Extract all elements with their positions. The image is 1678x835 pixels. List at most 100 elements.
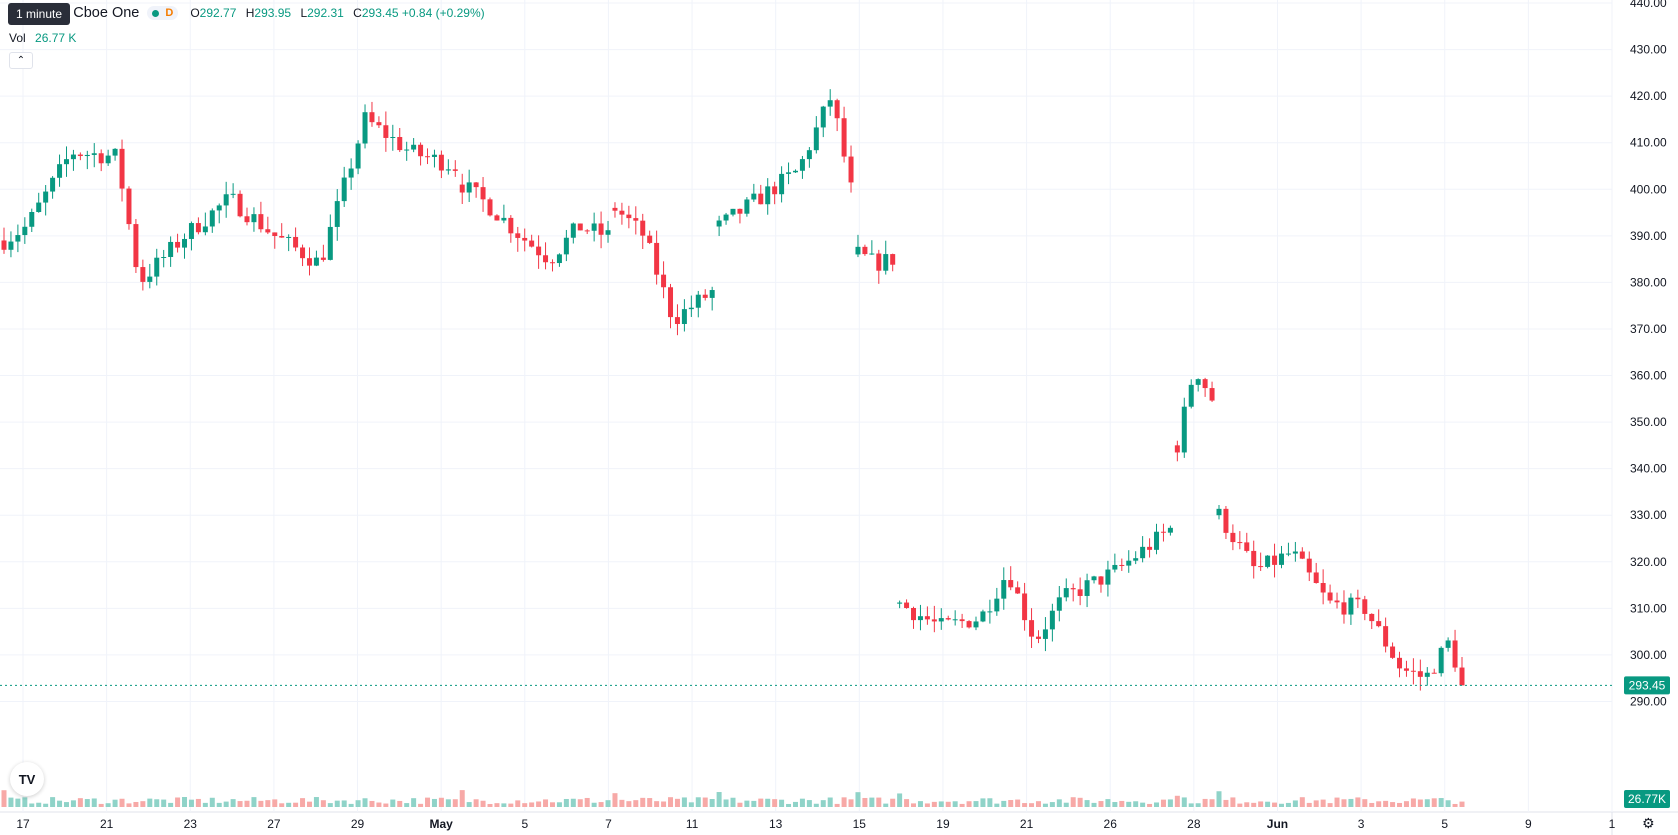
volume-bar bbox=[674, 798, 680, 807]
candle-body bbox=[355, 143, 361, 169]
candle-body bbox=[397, 136, 403, 151]
tradingview-logo-icon[interactable]: TV bbox=[10, 762, 44, 796]
candle-body bbox=[1369, 613, 1375, 622]
volume-bar bbox=[1285, 802, 1291, 807]
candle-body bbox=[8, 241, 14, 250]
volume-bar bbox=[869, 797, 875, 807]
volume-bar bbox=[966, 801, 972, 807]
close-value: 293.45 bbox=[361, 6, 399, 20]
volume-bar bbox=[959, 803, 965, 807]
low-value: 292.31 bbox=[307, 6, 344, 20]
candle-body bbox=[938, 618, 944, 622]
volume-bar bbox=[1424, 799, 1430, 807]
volume-bar bbox=[1327, 803, 1333, 807]
candle-body bbox=[175, 241, 181, 248]
candle-body bbox=[931, 619, 937, 622]
collapse-legend-button[interactable]: ⌃ bbox=[9, 52, 33, 69]
volume-bar bbox=[543, 799, 549, 807]
candle-body bbox=[29, 212, 35, 227]
candle-body bbox=[362, 112, 368, 144]
candle-body bbox=[904, 602, 910, 608]
candle-body bbox=[619, 210, 625, 215]
candle-body bbox=[1070, 588, 1076, 590]
candle-body bbox=[1167, 527, 1173, 533]
candle-body bbox=[1348, 597, 1354, 615]
candle-body bbox=[70, 154, 76, 160]
market-open-icon bbox=[152, 9, 160, 17]
volume-bar bbox=[459, 790, 465, 807]
candle-body bbox=[425, 156, 431, 158]
volume-bar bbox=[598, 802, 604, 807]
volume-bar bbox=[175, 797, 181, 807]
volume-bar bbox=[994, 803, 1000, 807]
volume-bar bbox=[341, 800, 347, 807]
candle-body bbox=[1397, 657, 1403, 669]
volume-bar bbox=[411, 798, 417, 807]
candle-body bbox=[1403, 668, 1409, 671]
volume-bar bbox=[1376, 801, 1382, 807]
volume-bar bbox=[15, 798, 21, 807]
candle-body bbox=[438, 154, 444, 171]
candle-body bbox=[792, 170, 798, 173]
candle-body bbox=[855, 246, 861, 255]
volume-bar bbox=[1459, 801, 1465, 807]
candle-body bbox=[195, 223, 201, 233]
volume-bar bbox=[230, 799, 236, 807]
volume-bar bbox=[931, 801, 937, 807]
volume-bar bbox=[654, 801, 660, 807]
candle-body bbox=[209, 210, 215, 227]
candle-body bbox=[168, 241, 174, 258]
candle-body bbox=[1209, 388, 1215, 401]
volume-bar bbox=[369, 800, 375, 807]
volume-bar bbox=[619, 799, 625, 807]
volume-bar bbox=[1334, 797, 1340, 807]
volume-bar bbox=[897, 793, 903, 807]
candle-body bbox=[1154, 531, 1160, 550]
candle-body bbox=[536, 246, 542, 256]
candle-body bbox=[876, 253, 882, 271]
volume-bar bbox=[57, 800, 63, 807]
candle-body bbox=[1459, 667, 1465, 686]
volume-bar bbox=[987, 798, 993, 807]
volume-bar bbox=[723, 799, 729, 807]
high-value: 293.95 bbox=[254, 6, 292, 20]
candle-body bbox=[1438, 647, 1444, 674]
volume-bar bbox=[779, 799, 785, 807]
open-label: O bbox=[190, 6, 200, 20]
volume-bar bbox=[1056, 799, 1062, 807]
time-tick-label: 9 bbox=[1525, 817, 1532, 831]
volume-bar bbox=[1278, 803, 1284, 807]
volume-bar bbox=[716, 792, 722, 807]
candle-body bbox=[404, 149, 410, 151]
time-tick-label: 27 bbox=[267, 817, 281, 831]
candle-body bbox=[529, 240, 535, 247]
volume-bar bbox=[1355, 797, 1361, 807]
volume-bar bbox=[1445, 800, 1451, 807]
candle-body bbox=[654, 242, 660, 275]
time-tick-label: May bbox=[429, 817, 453, 831]
candle-body bbox=[251, 214, 257, 223]
market-status[interactable]: D bbox=[147, 6, 179, 20]
volume-bar bbox=[438, 797, 444, 807]
candle-body bbox=[1042, 629, 1048, 639]
candle-body bbox=[1105, 569, 1111, 585]
candle-body bbox=[1029, 620, 1035, 637]
candle-body bbox=[258, 214, 264, 230]
volume-bar bbox=[661, 801, 667, 807]
volume-bar bbox=[1070, 797, 1076, 807]
candle-body bbox=[584, 230, 590, 232]
candle-body bbox=[577, 223, 583, 231]
volume-bar bbox=[362, 798, 368, 807]
price-tick-label: 320.00 bbox=[1630, 555, 1667, 569]
price-tick-label: 430.00 bbox=[1630, 43, 1667, 57]
volume-bar bbox=[515, 800, 521, 807]
candle-body bbox=[758, 193, 764, 205]
volume-bar bbox=[1126, 801, 1132, 807]
candle-body bbox=[1160, 531, 1166, 533]
gear-icon[interactable]: ⚙ bbox=[1642, 815, 1655, 831]
candle-body bbox=[418, 144, 424, 157]
time-tick-label: 26 bbox=[1104, 817, 1118, 831]
volume-bar bbox=[1202, 798, 1208, 807]
